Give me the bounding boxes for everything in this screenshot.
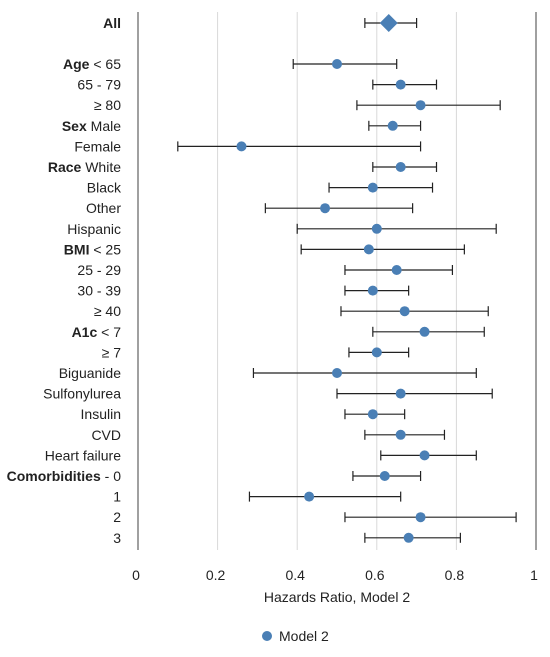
category-label: Insulin bbox=[81, 406, 121, 422]
category-label: Biguanide bbox=[59, 365, 121, 381]
category-label: ≥ 80 bbox=[94, 97, 121, 113]
category-group-label: Race bbox=[48, 159, 82, 175]
category-sublabel: - 0 bbox=[101, 468, 121, 484]
point-estimate bbox=[419, 450, 430, 461]
category-label: Heart failure bbox=[45, 447, 121, 463]
category-group-label: BMI bbox=[64, 241, 90, 257]
point-estimate bbox=[415, 100, 426, 111]
category-group-label: Sex bbox=[62, 118, 87, 134]
point-estimate bbox=[363, 244, 374, 255]
x-tick-label: 1 bbox=[530, 567, 538, 583]
point-estimate bbox=[367, 285, 378, 296]
point-estimate bbox=[395, 79, 406, 90]
category-sublabel: Sulfonylurea bbox=[43, 386, 121, 402]
x-axis-title: Hazards Ratio, Model 2 bbox=[264, 589, 411, 605]
category-label: Sulfonylurea bbox=[43, 386, 121, 402]
category-labels: All Age < 65 65 - 79 ≥ 80 Sex Male Female Race… bbox=[7, 15, 122, 546]
point-estimate bbox=[395, 429, 406, 440]
category-label: CVD bbox=[91, 427, 121, 443]
category-label: ≥ 40 bbox=[94, 303, 121, 319]
category-label: Age < 65 bbox=[63, 56, 121, 72]
category-sublabel: Insulin bbox=[81, 406, 121, 422]
category-sublabel: < 25 bbox=[89, 241, 121, 257]
category-group-label: All bbox=[103, 15, 121, 31]
category-group-label: Age bbox=[63, 56, 90, 72]
category-sublabel: Female bbox=[74, 138, 121, 154]
category-label: ≥ 7 bbox=[102, 344, 122, 360]
category-group-label: Comorbidities bbox=[7, 468, 101, 484]
category-sublabel: ≥ 80 bbox=[94, 97, 121, 113]
legend: Model 2 bbox=[262, 628, 329, 644]
legend-label: Model 2 bbox=[279, 628, 329, 644]
category-sublabel: Biguanide bbox=[59, 365, 121, 381]
x-tick-label: 0.4 bbox=[285, 567, 305, 583]
category-label: Race White bbox=[48, 159, 121, 175]
point-estimate bbox=[403, 532, 414, 543]
grid-lines bbox=[217, 12, 537, 550]
category-sublabel: 30 - 39 bbox=[77, 283, 121, 299]
point-estimate bbox=[419, 326, 430, 337]
category-label: Hispanic bbox=[67, 221, 121, 237]
x-tick-label: 0.2 bbox=[206, 567, 226, 583]
x-tick-label: 0.8 bbox=[445, 567, 465, 583]
point-estimate bbox=[320, 203, 331, 214]
point-estimate bbox=[391, 265, 402, 275]
point-estimate bbox=[371, 223, 382, 234]
summary-diamond bbox=[379, 14, 398, 32]
category-sublabel: 65 - 79 bbox=[77, 77, 121, 93]
category-sublabel: CVD bbox=[91, 427, 121, 443]
category-label: 3 bbox=[113, 530, 121, 546]
category-sublabel: Heart failure bbox=[45, 447, 121, 463]
category-label: Comorbidities - 0 bbox=[7, 468, 122, 484]
category-label: BMI < 25 bbox=[64, 241, 121, 257]
category-sublabel: Black bbox=[87, 180, 122, 196]
category-label: Sex Male bbox=[62, 118, 121, 134]
point-estimate bbox=[371, 347, 382, 358]
point-estimate bbox=[395, 162, 406, 172]
category-group-label: A1c bbox=[72, 324, 98, 340]
data-marks bbox=[177, 14, 517, 543]
category-label: 65 - 79 bbox=[77, 77, 121, 93]
category-label: A1c < 7 bbox=[72, 324, 122, 340]
point-estimate bbox=[332, 59, 342, 69]
point-estimate bbox=[415, 512, 426, 523]
category-label: Other bbox=[86, 200, 121, 216]
category-sublabel: < 7 bbox=[97, 324, 121, 340]
category-label: 30 - 39 bbox=[77, 283, 121, 299]
legend-marker bbox=[262, 631, 272, 641]
point-estimate bbox=[379, 471, 390, 481]
category-sublabel: Hispanic bbox=[67, 221, 121, 237]
category-label: Female bbox=[74, 138, 121, 154]
category-sublabel: < 65 bbox=[89, 56, 121, 72]
x-tick-label: 0.6 bbox=[365, 567, 385, 583]
category-label: 2 bbox=[113, 509, 121, 525]
category-sublabel: 1 bbox=[113, 489, 121, 505]
x-tick-label: 0 bbox=[132, 567, 140, 583]
x-tick-labels: 0 0.2 0.4 0.6 0.8 1 bbox=[132, 567, 538, 583]
point-estimate bbox=[332, 368, 342, 378]
category-sublabel: Other bbox=[86, 200, 121, 216]
category-sublabel: 3 bbox=[113, 530, 121, 546]
category-label: Black bbox=[87, 180, 122, 196]
category-sublabel: White bbox=[81, 159, 121, 175]
category-label: 25 - 29 bbox=[77, 262, 121, 278]
category-sublabel: ≥ 7 bbox=[102, 344, 122, 360]
point-estimate bbox=[304, 491, 315, 502]
point-estimate bbox=[399, 306, 410, 317]
point-estimate bbox=[367, 182, 378, 193]
point-estimate bbox=[387, 120, 398, 131]
point-estimate bbox=[395, 388, 406, 399]
category-sublabel: 25 - 29 bbox=[77, 262, 121, 278]
category-label: 1 bbox=[113, 489, 121, 505]
category-sublabel: Male bbox=[87, 118, 121, 134]
point-estimate bbox=[236, 141, 247, 152]
category-sublabel: 2 bbox=[113, 509, 121, 525]
point-estimate bbox=[367, 409, 378, 420]
category-label: All bbox=[103, 15, 121, 31]
category-sublabel: ≥ 40 bbox=[94, 303, 121, 319]
